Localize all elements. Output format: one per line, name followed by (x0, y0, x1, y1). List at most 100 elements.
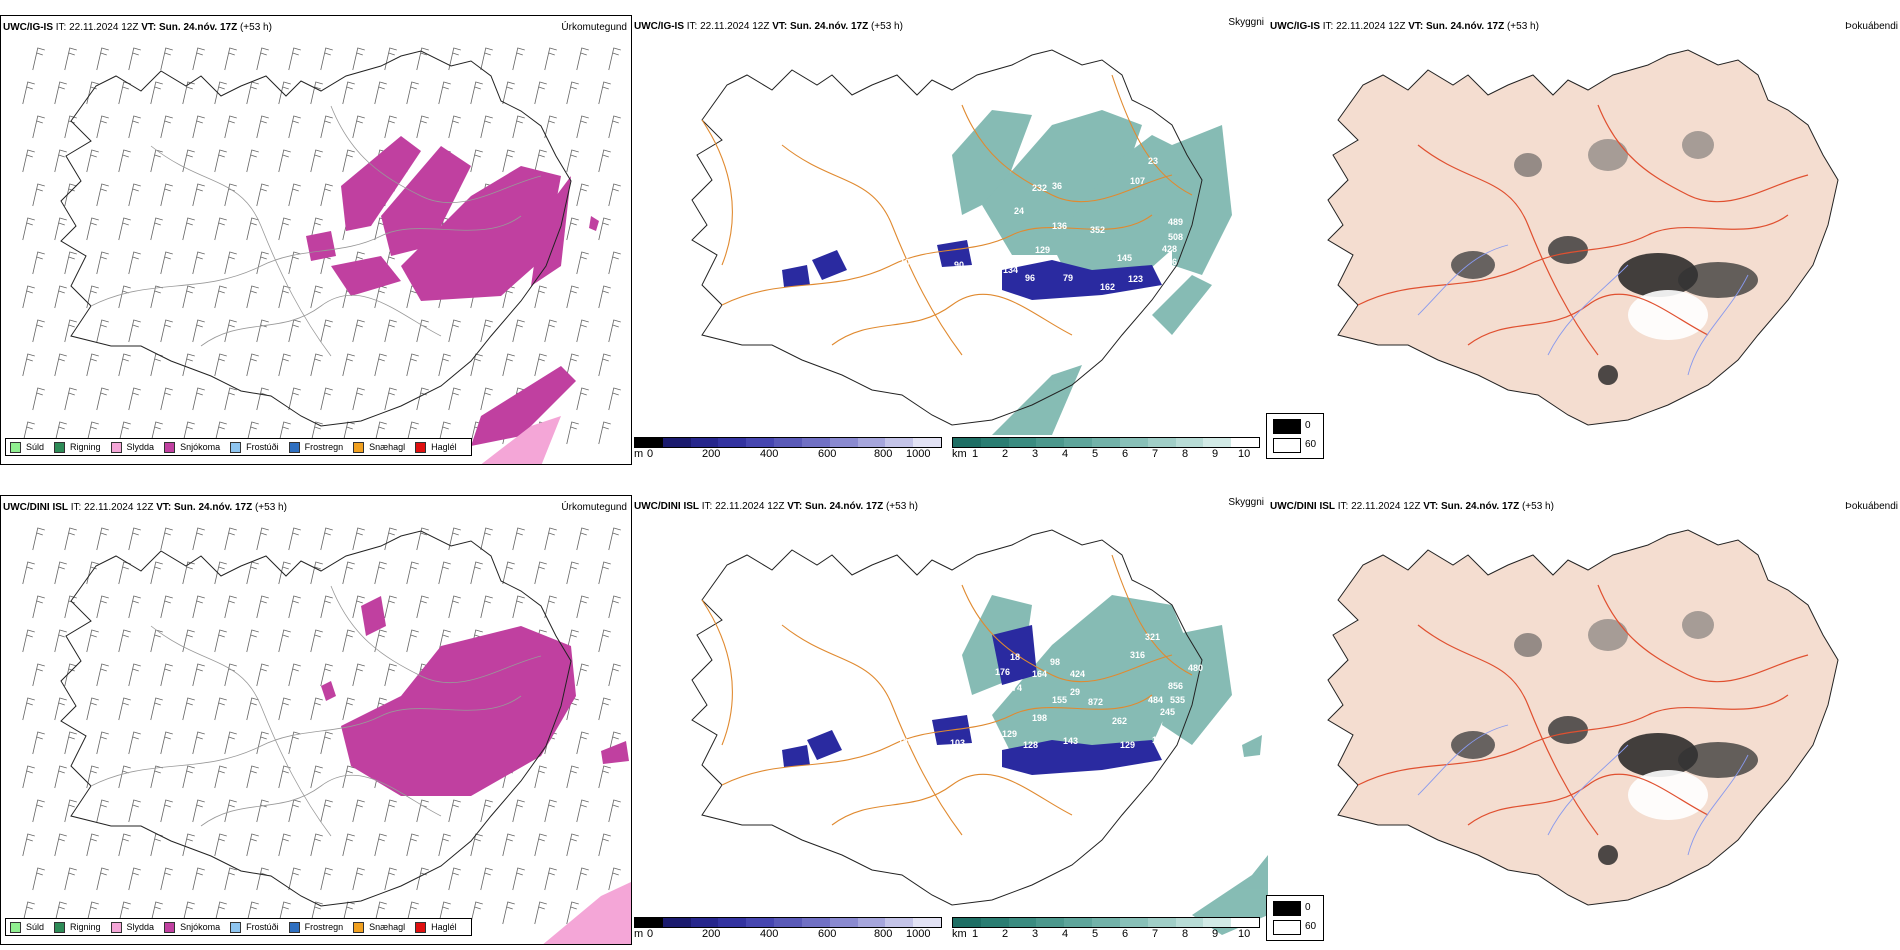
cloud-base-value: 18 (1010, 652, 1020, 662)
wind-barb (128, 867, 141, 891)
wind-barb (608, 251, 621, 275)
wind-barb (192, 867, 205, 891)
wind-barb (320, 183, 333, 207)
wind-barb (54, 901, 67, 925)
wind-barb (54, 765, 67, 789)
wind-barb (310, 765, 323, 789)
wind-barb (512, 595, 525, 619)
wind-barb (128, 663, 141, 687)
wind-barb (22, 421, 35, 445)
land (1327, 529, 1839, 906)
wind-barb (256, 867, 269, 891)
wind-barb (320, 47, 333, 71)
wind-barb (438, 901, 451, 925)
cloud-base-value: 129 (1002, 729, 1017, 739)
wind-barb (192, 595, 205, 619)
panel-title: Úrkomutegund (561, 22, 627, 33)
wind-barb (352, 663, 365, 687)
wind-barb (256, 663, 269, 687)
cloud-base-value: 856 (1168, 681, 1183, 691)
wind-barb (448, 115, 461, 139)
legend-swatch (164, 921, 176, 933)
wind-barb (128, 47, 141, 71)
wind-barb (566, 217, 579, 241)
wind-barb (96, 799, 109, 823)
iceland-map-fog-bottom (1327, 529, 1839, 906)
wind-barb (118, 81, 131, 105)
wind-barb (32, 731, 45, 755)
wind-barb (566, 561, 579, 585)
wind-barb (118, 353, 131, 377)
wind-barb (22, 561, 35, 585)
cloud-base-value: 23 (1148, 156, 1158, 166)
wind-barb (310, 285, 323, 309)
precip-type-legend: Súld Rigning Slydda Snjókoma Frostúði Fr… (5, 918, 472, 936)
wind-barb (182, 833, 195, 857)
wind-barb (192, 319, 205, 343)
wind-barb (608, 115, 621, 139)
wind-barb (256, 731, 269, 755)
cloud-base-value: 126 (898, 737, 913, 747)
legend-swatch (415, 441, 427, 453)
wind-barb (118, 765, 131, 789)
wind-barb (86, 629, 99, 653)
wind-barb (608, 183, 621, 207)
wind-barb (246, 285, 259, 309)
wind-barb (118, 629, 131, 653)
wind-barb (598, 561, 611, 585)
wind-barb (64, 731, 77, 755)
wind-barb (566, 285, 579, 309)
wind-barb (384, 527, 397, 551)
wind-barb (32, 47, 45, 71)
wind-barb (544, 319, 557, 343)
cloud-base-value: 29 (1070, 687, 1080, 697)
wind-barb (182, 353, 195, 377)
wind-barb (598, 149, 611, 173)
legend-label: Frostregn (304, 922, 344, 932)
wind-barb (608, 867, 621, 891)
cloud-base-value: 480 (1188, 663, 1203, 673)
wind-barb (480, 799, 493, 823)
wind-barb (320, 663, 333, 687)
wind-barb (246, 629, 259, 653)
wind-barb (448, 527, 461, 551)
cloud-base-value: 129 (1120, 740, 1135, 750)
wind-barb (182, 765, 195, 789)
cloud-base-value: 128 (1023, 740, 1038, 750)
wind-barb (608, 527, 621, 551)
wind-barb (310, 697, 323, 721)
wind-barb (86, 149, 99, 173)
cloud-base-colorbar (634, 917, 942, 928)
wind-barb (32, 387, 45, 411)
wind-barb (470, 561, 483, 585)
wind-barb (448, 319, 461, 343)
wind-barb (544, 867, 557, 891)
wind-barb (566, 421, 579, 445)
wind-barb (150, 901, 163, 925)
coastline (691, 49, 1203, 426)
cloud-base-value: 36 (1052, 181, 1062, 191)
legend-swatch (164, 441, 176, 453)
wind-barb (342, 149, 355, 173)
wind-barb (576, 183, 589, 207)
rivers (1417, 724, 1749, 856)
wind-barb (160, 387, 173, 411)
legend-swatch (54, 441, 66, 453)
wind-barb (32, 319, 45, 343)
wind-barb (320, 595, 333, 619)
legend-label: Slydda (126, 922, 155, 932)
legend-swatch (10, 921, 21, 933)
wind-barb (128, 319, 141, 343)
wind-barb (160, 799, 173, 823)
visibility-panel-top: 108 88 90 232 24 36 136 129 134 96 79 352 145 162 123 2… (632, 15, 1268, 465)
wind-barb (598, 285, 611, 309)
wind-barb (566, 833, 579, 857)
cloud-base-value: 90 (954, 260, 964, 270)
wind-barb (374, 901, 387, 925)
wind-barb (54, 561, 67, 585)
wind-barb (406, 353, 419, 377)
wind-barb (182, 421, 195, 445)
wind-barb (118, 697, 131, 721)
fog-areas (1451, 611, 1758, 865)
